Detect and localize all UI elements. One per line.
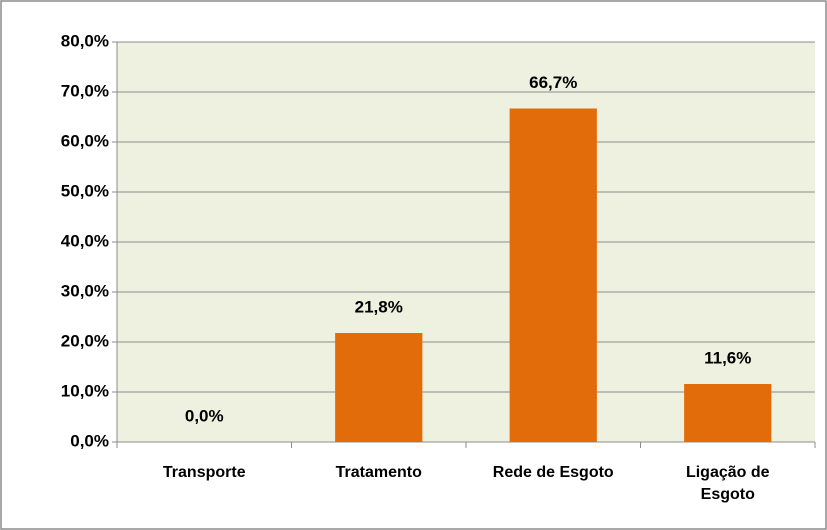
bar — [509, 108, 597, 442]
data-label: 11,6% — [704, 348, 751, 367]
y-tick-label: 10,0% — [61, 381, 109, 400]
bar — [684, 384, 772, 442]
x-tick-label: Tratamento — [335, 464, 422, 481]
x-tick-label: Ligação de Esgoto — [685, 464, 770, 503]
y-tick-label: 50,0% — [61, 181, 109, 200]
y-tick-label: 40,0% — [61, 231, 109, 250]
y-tick-label: 60,0% — [61, 131, 109, 150]
y-tick-label: 80,0% — [61, 31, 109, 50]
data-label: 66,7% — [529, 73, 577, 92]
x-tick-label: Transporte — [162, 464, 246, 481]
y-tick-label: 20,0% — [61, 331, 109, 350]
data-label: 0,0% — [185, 406, 224, 425]
y-tick-label: 70,0% — [61, 81, 109, 100]
x-tick-label: Rede de Esgoto — [492, 464, 614, 481]
y-tick-label: 30,0% — [61, 281, 109, 300]
bar — [335, 333, 423, 442]
y-tick-label: 0,0% — [70, 431, 109, 450]
data-label: 21,8% — [355, 297, 403, 316]
